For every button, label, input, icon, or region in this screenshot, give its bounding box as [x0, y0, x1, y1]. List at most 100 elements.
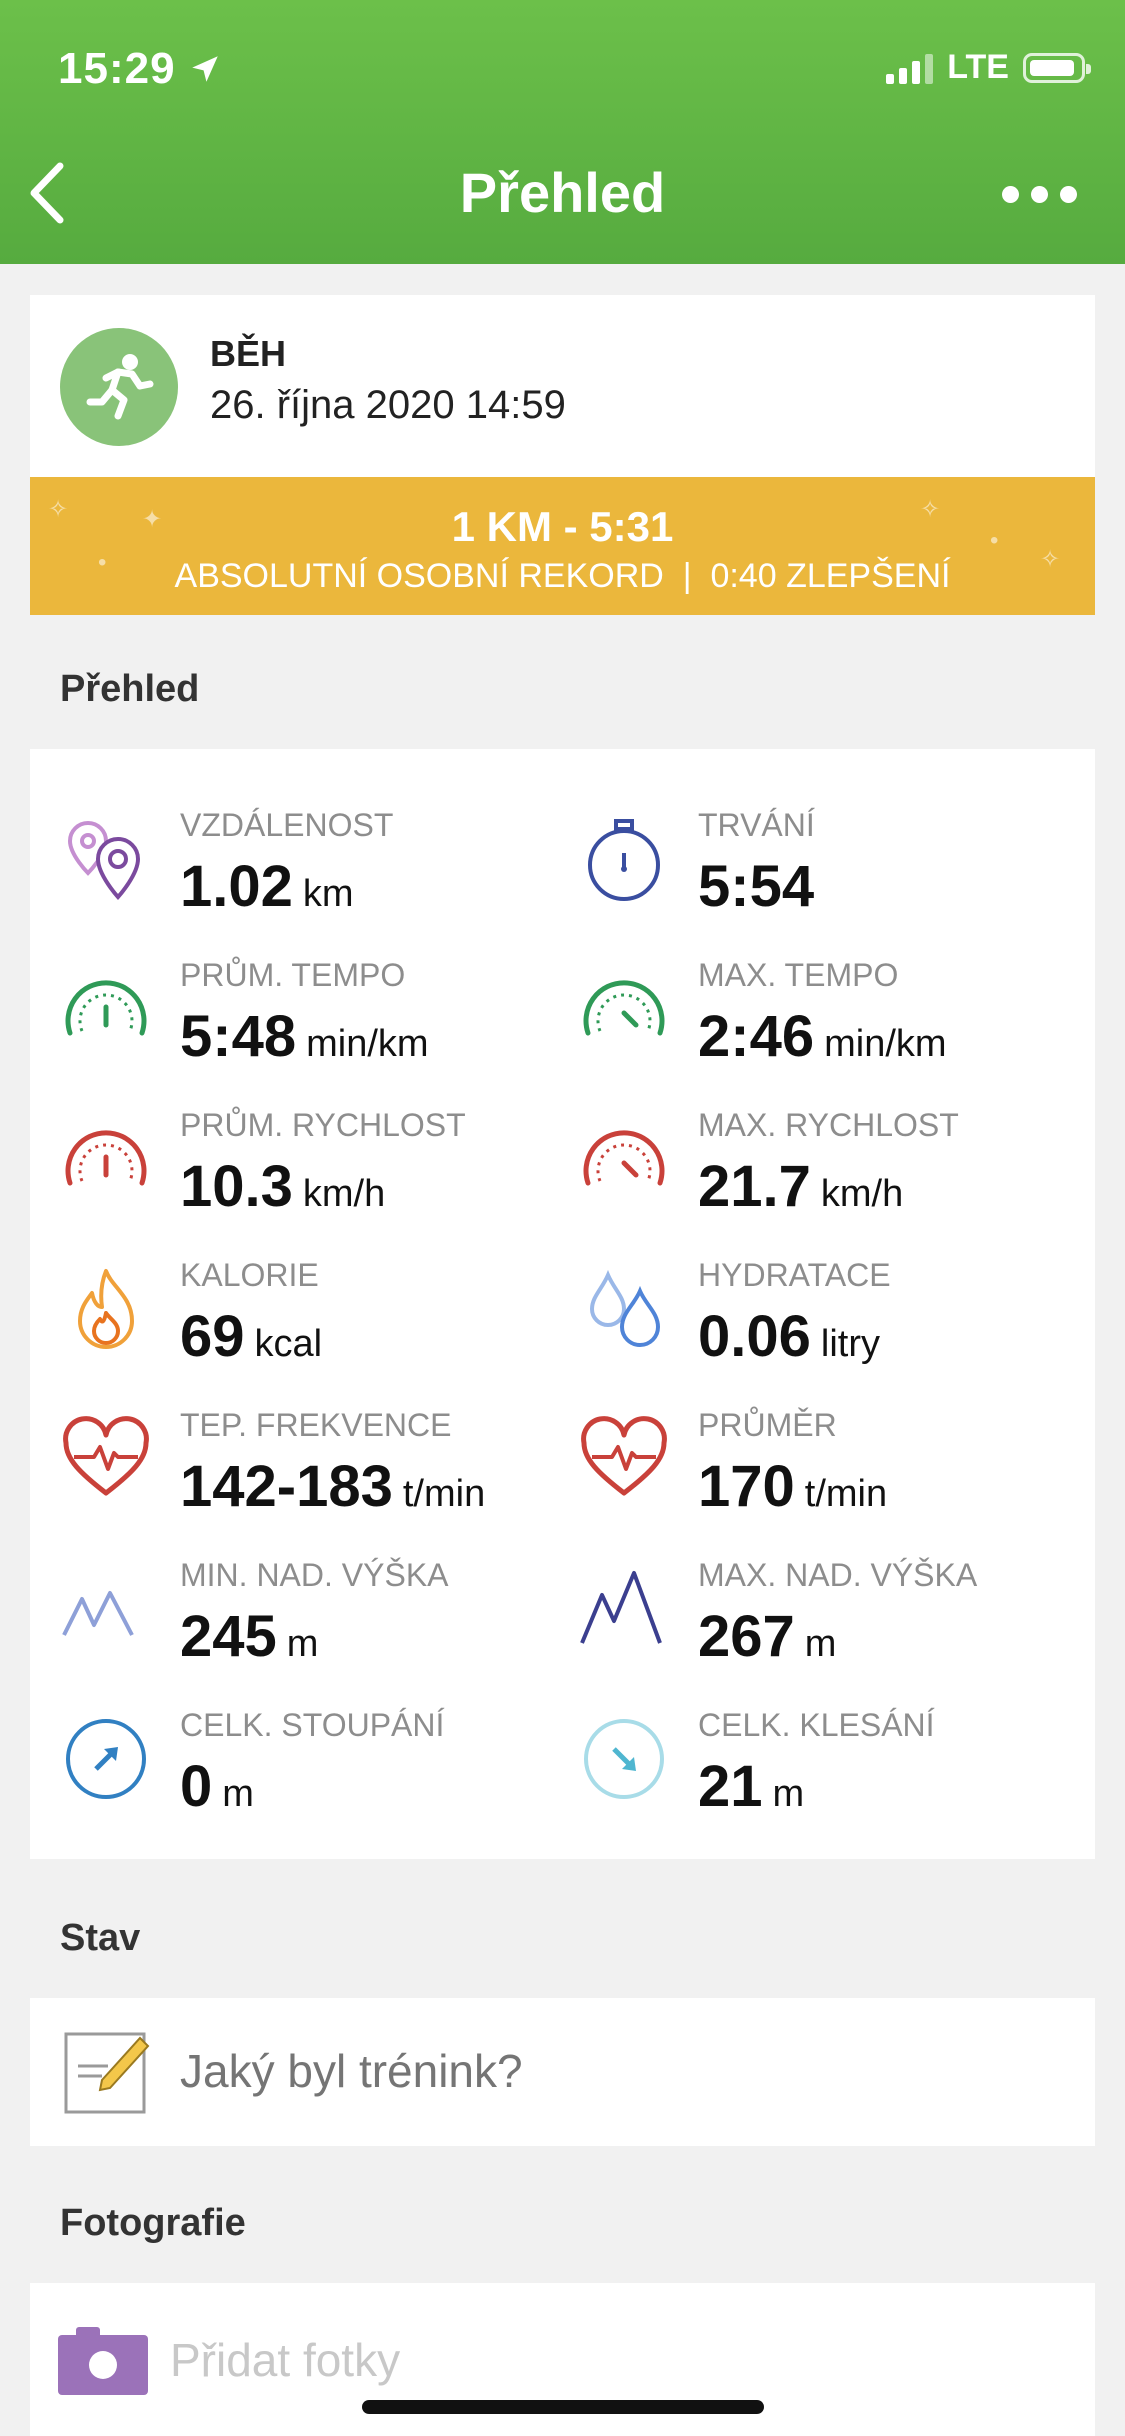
stat-value: 69 [180, 1304, 245, 1369]
stat-label: HYDRATACE [698, 1257, 891, 1293]
camera-icon [58, 2327, 148, 2395]
stat-unit: m [222, 1773, 254, 1815]
descent-arrow-icon [584, 1719, 664, 1799]
stat-value: 170 [698, 1454, 795, 1519]
sparkle-icon: ✧ [920, 496, 941, 523]
photos-heading: Fotografie [60, 2202, 246, 2244]
sparkle-icon: ✦ [142, 506, 163, 533]
stat-heart-rate: TEP. FREKVENCE 142-183 t/min [60, 1405, 580, 1535]
battery-icon [1023, 52, 1091, 83]
stat-label: VZDÁLENOST [180, 807, 394, 843]
back-button[interactable] [22, 158, 72, 228]
stat-value: 5:54 [698, 854, 815, 919]
note-edit-icon [64, 2032, 150, 2114]
status-indicators: LTE [886, 48, 1091, 87]
stat-value: 245 [180, 1604, 277, 1669]
stat-value: 21 [698, 1754, 763, 1819]
stat-unit: litry [820, 1323, 880, 1365]
stat-label: PRŮM. RYCHLOST [180, 1107, 466, 1143]
stat-unit: m [772, 1773, 805, 1815]
water-drops-icon [589, 1269, 661, 1347]
location-arrow-icon [192, 56, 218, 82]
stat-max-pace: MAX. TEMPO 2:46 min/km [578, 955, 1098, 1085]
overview-heading: Přehled [60, 668, 200, 710]
running-icon [60, 328, 178, 446]
stopwatch-icon [588, 819, 660, 901]
stat-unit: min/km [824, 1023, 947, 1065]
stat-label: MAX. NAD. VÝŠKA [698, 1557, 978, 1593]
stat-total-descent: CELK. KLESÁNÍ 21 m [578, 1705, 1098, 1835]
sparkle-icon: • [990, 527, 999, 554]
stat-value: 21.7 [698, 1154, 811, 1219]
stats-card: VZDÁLENOST 1.02 km TRVÁNÍ 5:54 PRŮM. TEMP… [30, 749, 1095, 1859]
stat-label: MIN. NAD. VÝŠKA [180, 1557, 449, 1593]
stat-value: 142-183 [180, 1454, 393, 1519]
stat-unit: kcal [254, 1323, 323, 1365]
home-indicator[interactable] [362, 2400, 764, 2414]
sparkle-icon: ✧ [1040, 546, 1061, 573]
heart-rate-icon [63, 1416, 149, 1496]
sparkle-icon: • [98, 549, 107, 576]
network-type: LTE [947, 48, 1009, 86]
location-pins-icon [67, 820, 141, 900]
stat-unit: m [804, 1623, 837, 1665]
stat-distance: VZDÁLENOST 1.02 km [60, 805, 580, 935]
stat-value: 267 [698, 1604, 795, 1669]
stat-max-altitude: MAX. NAD. VÝŠKA 267 m [578, 1555, 1098, 1685]
stat-unit: km/h [302, 1173, 386, 1215]
stat-label: MAX. TEMPO [698, 957, 899, 993]
stat-value: 10.3 [180, 1154, 293, 1219]
stat-label: TEP. FREKVENCE [180, 1407, 452, 1443]
stat-avg-speed: PRŮM. RYCHLOST 10.3 km/h [60, 1105, 580, 1235]
stat-label: CELK. KLESÁNÍ [698, 1707, 935, 1743]
stat-value: 2:46 [698, 1004, 815, 1069]
speedometer-icon [65, 1130, 147, 1186]
stat-unit: t/min [402, 1473, 486, 1515]
add-photos-label: Přidat fotky [170, 2334, 401, 2386]
mountains-icon [62, 1591, 134, 1636]
stat-label: CELK. STOUPÁNÍ [180, 1707, 445, 1743]
top-bar: 15:29 LTE Přehled [0, 0, 1125, 264]
personal-record-banner[interactable]: ✧ ✦ • ✧ • ✧ 1 KM - 5:31 ABSOLUTNÍ OSOBNÍ… [30, 477, 1095, 615]
activity-card: BĚH 26. října 2020 14:59 ✧ ✦ • ✧ • ✧ 1 K… [30, 295, 1095, 615]
stat-avg-heart-rate: PRŮMĚR 170 t/min [578, 1405, 1098, 1535]
stat-unit: km/h [820, 1173, 904, 1215]
stat-value: 5:48 [180, 1004, 297, 1069]
stat-label: KALORIE [180, 1257, 319, 1293]
status-time: 15:29 [58, 44, 176, 93]
record-title: 1 KM - 5:31 [451, 503, 674, 550]
stat-unit: km [302, 873, 354, 915]
flame-icon [78, 1269, 134, 1349]
activity-date: 26. října 2020 14:59 [210, 383, 566, 427]
stat-calories: KALORIE 69 kcal [60, 1255, 580, 1385]
stat-max-speed: MAX. RYCHLOST 21.7 km/h [578, 1105, 1098, 1235]
status-card [30, 1998, 1095, 2146]
gauge-icon [65, 980, 147, 1036]
signal-bars-icon [886, 52, 934, 84]
ascent-arrow-icon [66, 1719, 146, 1799]
status-heading: Stav [60, 1917, 141, 1959]
stat-unit: t/min [804, 1473, 888, 1515]
stat-value: 0 [180, 1754, 213, 1819]
stat-value: 0.06 [698, 1304, 811, 1369]
speedometer-icon [583, 1130, 665, 1186]
gauge-icon [583, 980, 665, 1036]
stat-label: PRŮMĚR [698, 1407, 837, 1443]
stat-value: 1.02 [180, 854, 293, 919]
heart-rate-icon [581, 1416, 667, 1496]
stat-hydration: HYDRATACE 0.06 litry [578, 1255, 1098, 1385]
stat-unit: m [286, 1623, 319, 1665]
activity-type: BĚH [210, 333, 287, 374]
stat-label: PRŮM. TEMPO [180, 957, 406, 993]
stat-min-altitude: MIN. NAD. VÝŠKA 245 m [60, 1555, 580, 1685]
status-input[interactable] [180, 2044, 1040, 2098]
more-options-button[interactable] [1002, 186, 1077, 203]
page-title: Přehled [459, 161, 666, 224]
stat-unit: min/km [306, 1023, 429, 1065]
sparkle-icon: ✧ [48, 496, 69, 523]
record-subtitle: ABSOLUTNÍ OSOBNÍ REKORD | 0:40 ZLEPŠENÍ [174, 557, 951, 595]
stat-label: MAX. RYCHLOST [698, 1107, 959, 1143]
stat-avg-pace: PRŮM. TEMPO 5:48 min/km [60, 955, 580, 1085]
mountains-icon [580, 1571, 662, 1644]
